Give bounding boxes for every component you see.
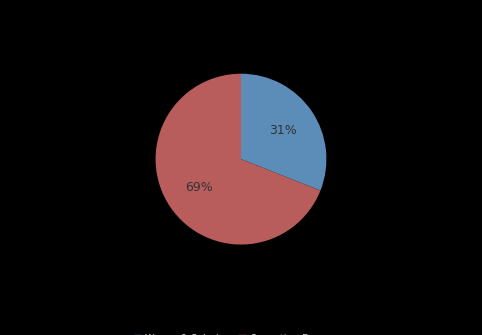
Wedge shape bbox=[241, 74, 326, 191]
Text: 31%: 31% bbox=[269, 124, 297, 137]
Text: 69%: 69% bbox=[185, 182, 213, 194]
Legend: Wages & Salaries, Operating Expenses: Wages & Salaries, Operating Expenses bbox=[130, 330, 352, 335]
Wedge shape bbox=[156, 74, 321, 245]
